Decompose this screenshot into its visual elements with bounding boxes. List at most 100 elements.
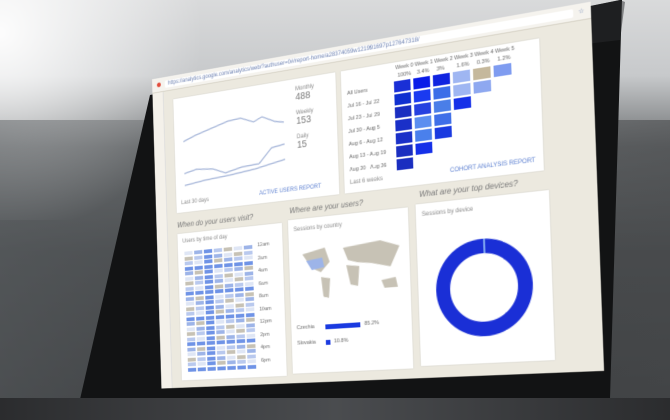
heatmap-cell bbox=[215, 304, 224, 309]
active-users-range[interactable]: Last 30 days bbox=[181, 197, 209, 207]
heatmap-cell bbox=[194, 249, 203, 255]
heatmap-cell bbox=[185, 301, 195, 306]
heatmap-cell bbox=[224, 262, 233, 267]
heatmap-cell bbox=[196, 326, 205, 331]
heatmap-cell bbox=[194, 260, 203, 265]
cohort-column-total: 1.2% bbox=[497, 54, 511, 64]
hour-label: 12am bbox=[257, 241, 270, 249]
star-icon[interactable]: ☆ bbox=[578, 8, 585, 16]
heatmap-cell bbox=[185, 271, 194, 276]
cohort-cell[interactable] bbox=[396, 157, 414, 171]
heatmap-cell bbox=[235, 292, 244, 297]
cohort-cell[interactable] bbox=[414, 128, 433, 142]
donut-segment-desktop bbox=[442, 242, 527, 331]
heatmap-cell bbox=[187, 341, 196, 347]
cohort-cell[interactable] bbox=[453, 82, 471, 97]
cohort-cell[interactable] bbox=[434, 112, 452, 127]
heatmap-cell bbox=[196, 315, 205, 321]
cohort-range[interactable]: Last 6 weeks bbox=[349, 176, 383, 187]
heatmap-cell bbox=[205, 315, 215, 320]
heatmap-cell bbox=[227, 360, 236, 365]
cohort-cell[interactable] bbox=[472, 66, 491, 81]
heatmap-cell bbox=[234, 261, 243, 267]
heatmap-cell bbox=[214, 288, 224, 294]
heatmap-cell bbox=[194, 270, 203, 275]
heatmap-cell bbox=[195, 280, 204, 285]
cohort-cell[interactable] bbox=[393, 78, 411, 93]
heatmap-cell bbox=[215, 309, 225, 314]
cohort-row-label: Aug 6 - Aug 12 bbox=[348, 137, 383, 148]
heatmap-cell bbox=[225, 303, 234, 308]
cohort-cell[interactable] bbox=[395, 131, 413, 145]
heatmap-cell bbox=[203, 248, 213, 254]
cohort-cell[interactable] bbox=[394, 105, 412, 119]
heatmap-cell bbox=[185, 281, 194, 286]
cohort-row-label: Jul 16 - Jul 22 bbox=[347, 98, 380, 110]
heatmap-cell bbox=[206, 335, 215, 340]
heatmap-cell bbox=[247, 359, 257, 364]
heatmap-cell bbox=[245, 302, 255, 307]
heatmap-cell bbox=[184, 261, 193, 266]
heatmap-cell bbox=[187, 347, 196, 352]
cohort-column-total: 0.3% bbox=[476, 58, 490, 67]
hour-label: 2pm bbox=[260, 331, 270, 338]
cohort-cell[interactable] bbox=[453, 96, 472, 111]
where-card: Sessions by country Czechia 85.2% Slovakia… bbox=[287, 207, 414, 374]
heatmap-cell bbox=[195, 310, 205, 316]
heatmap-cell bbox=[186, 316, 195, 321]
heatmap-cell bbox=[186, 326, 195, 331]
heatmap-cell bbox=[185, 296, 194, 301]
heatmap-cell bbox=[206, 345, 216, 351]
cohort-cell[interactable] bbox=[433, 85, 451, 100]
heatmap-cell bbox=[235, 318, 245, 323]
laptop-keyboard-edge bbox=[0, 398, 670, 420]
cohort-cell[interactable] bbox=[433, 99, 452, 113]
cohort-cell[interactable] bbox=[396, 144, 413, 158]
cohort-cell[interactable] bbox=[413, 89, 431, 103]
cohort-row-label: All Users bbox=[346, 87, 368, 97]
heatmap-cell bbox=[187, 357, 196, 362]
heatmap-cell bbox=[184, 255, 193, 261]
cohort-cell[interactable] bbox=[394, 92, 412, 106]
heatmap-cell bbox=[216, 350, 226, 355]
cohort-report-link[interactable]: COHORT ANALYSIS REPORT bbox=[449, 157, 536, 175]
world-map bbox=[302, 238, 402, 300]
cohort-cell[interactable] bbox=[415, 141, 433, 155]
cohort-row-label: Aug 20 - Aug 26 bbox=[349, 162, 387, 174]
devices-card: Sessions by device bbox=[415, 190, 555, 367]
cohort-cell[interactable] bbox=[434, 125, 452, 140]
hour-label: 6pm bbox=[261, 357, 271, 364]
heatmap-cell bbox=[247, 348, 256, 354]
heatmap-cell bbox=[246, 338, 256, 343]
cohort-row-label: Jul 30 - Aug 5 bbox=[348, 124, 380, 136]
cohort-cell[interactable] bbox=[452, 69, 471, 84]
heatmap-cell bbox=[207, 366, 216, 371]
heatmap-cell bbox=[215, 314, 225, 319]
heatmap-cell bbox=[185, 286, 194, 291]
cohort-cell[interactable] bbox=[413, 75, 431, 90]
heatmap-cell bbox=[235, 313, 245, 318]
heatmap-cell bbox=[224, 267, 233, 273]
heatmap-cell bbox=[207, 361, 216, 366]
heatmap-cell bbox=[187, 336, 196, 342]
cohort-cell[interactable] bbox=[493, 62, 512, 78]
cohort-cell[interactable] bbox=[414, 115, 432, 129]
cohort-cell[interactable] bbox=[414, 102, 432, 116]
heatmap-cell bbox=[196, 341, 206, 346]
close-icon[interactable] bbox=[156, 82, 161, 88]
heatmap-cell bbox=[204, 264, 213, 269]
heatmap-cell bbox=[245, 286, 254, 291]
hour-label: 4am bbox=[258, 267, 268, 274]
heatmap-cell bbox=[235, 307, 245, 313]
heatmap-cell bbox=[205, 289, 214, 295]
heatmap-cell bbox=[207, 351, 216, 356]
heatmap-cell bbox=[187, 362, 197, 367]
heatmap-cell bbox=[217, 355, 226, 360]
cohort-cell[interactable] bbox=[473, 79, 492, 94]
heatmap-cell bbox=[244, 281, 254, 286]
cohort-cell[interactable] bbox=[395, 118, 412, 132]
cohort-cell[interactable] bbox=[432, 72, 451, 87]
heatmap-cell bbox=[196, 331, 205, 336]
heatmap-cell bbox=[194, 255, 203, 260]
heatmap-cell bbox=[226, 334, 235, 339]
